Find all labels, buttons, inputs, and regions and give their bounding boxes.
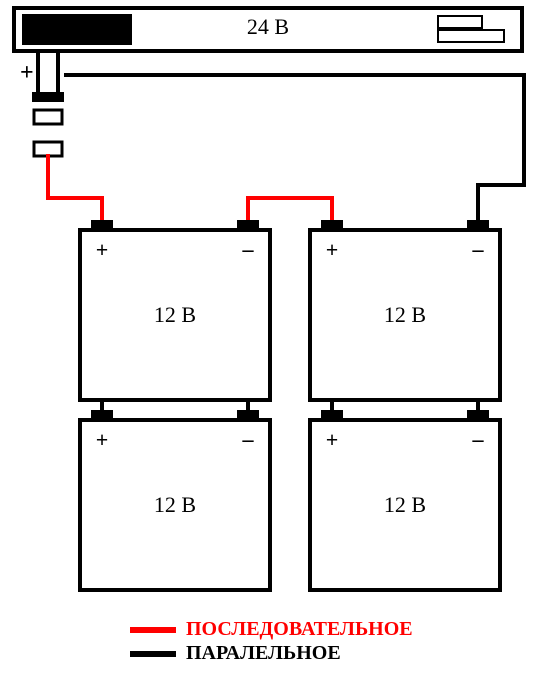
text-label: + (96, 237, 109, 263)
text-label: 24 В (247, 14, 289, 40)
text-label: + (20, 60, 34, 87)
text-label: _ (243, 419, 254, 445)
text-label: _ (473, 419, 484, 445)
text-label: _ (74, 52, 86, 79)
text-label: ПОСЛЕДОВАТЕЛЬНОЕ (186, 618, 413, 641)
text-label: 12 В (384, 302, 426, 328)
text-label: + (96, 427, 109, 453)
text-label: + (326, 237, 339, 263)
text-label: _ (243, 229, 254, 255)
text-label: _ (473, 229, 484, 255)
text-label: ПАРАЛЕЛЬНОЕ (186, 642, 341, 665)
text-label: 12 В (154, 302, 196, 328)
text-label: 12 В (154, 492, 196, 518)
text-label: 12 В (384, 492, 426, 518)
text-label: + (326, 427, 339, 453)
